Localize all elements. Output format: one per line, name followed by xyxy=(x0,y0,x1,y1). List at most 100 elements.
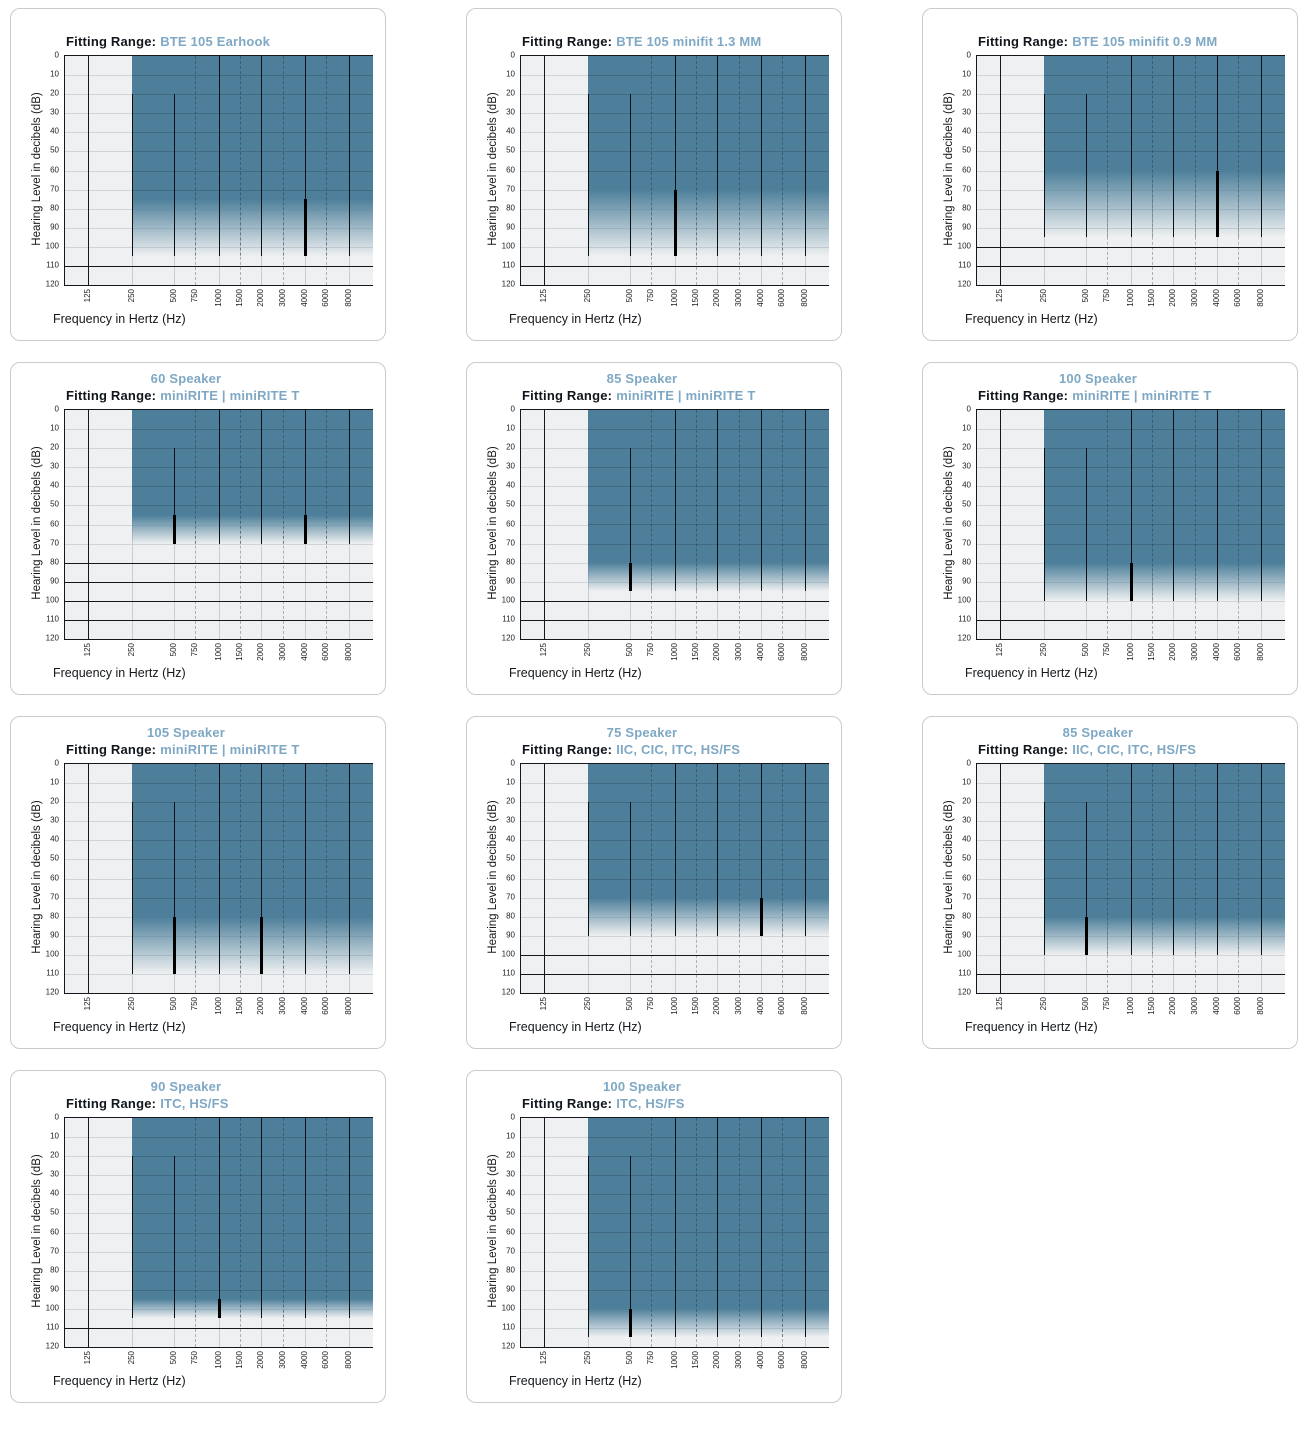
gridline-125hz xyxy=(544,410,546,639)
x-tick-label: 6000 xyxy=(777,289,787,307)
emphasis-line-vertical xyxy=(304,764,307,974)
x-tick-label: 8000 xyxy=(1256,643,1266,661)
y-tick-label: 60 xyxy=(50,519,59,528)
x-tick-label: 4000 xyxy=(1212,289,1222,307)
y-tick-label: 80 xyxy=(506,911,515,921)
y-tick-label: 40 xyxy=(962,126,971,136)
emphasis-line-vertical xyxy=(218,1118,220,1319)
region-gridline-horizontal xyxy=(588,543,829,545)
x-tick-label: 2000 xyxy=(256,289,266,307)
fitting-range-device: miniRITE | miniRITE T xyxy=(160,388,300,403)
emphasis-line-horizontal xyxy=(977,973,1285,976)
x-axis-title: Frequency in Hertz (Hz) xyxy=(509,1020,642,1034)
x-tick-label: 3000 xyxy=(734,997,744,1015)
x-tick-label: 1500 xyxy=(691,643,701,661)
x-tick-label: 1000 xyxy=(214,1351,223,1369)
y-tick-labels: 0 10 20 30 40 50 60 70 80 90 100 110 120 xyxy=(923,51,971,289)
y-tick-label: 10 xyxy=(50,1131,59,1141)
x-tick-label: 750 xyxy=(1102,997,1112,1011)
region-gridline-horizontal xyxy=(132,1289,373,1291)
y-tick-label: 110 xyxy=(958,260,971,270)
emphasis-line-vertical xyxy=(1085,802,1088,955)
region-gridline-horizontal xyxy=(1044,859,1285,861)
y-tick-label: 50 xyxy=(962,145,971,155)
speaker-title: 60 Speaker xyxy=(150,371,222,386)
region-gridline-horizontal xyxy=(132,467,373,469)
y-tick-label: 120 xyxy=(501,1341,515,1351)
region-gridline-dashed xyxy=(240,764,242,974)
y-tick-labels: 0 10 20 30 40 50 60 70 80 90 100 110 120 xyxy=(467,405,515,643)
y-tick-label: 30 xyxy=(962,815,971,825)
fitting-range-label: Fitting Range: xyxy=(66,742,157,757)
y-tick-label: 30 xyxy=(506,815,515,825)
region-gridline-horizontal xyxy=(1044,840,1285,842)
x-tick-label: 6000 xyxy=(321,643,331,661)
y-tick-label: 70 xyxy=(50,184,59,194)
fitting-range-title: Fitting Range: IIC, CIC, ITC, HS/FS xyxy=(522,741,762,759)
x-tick-label: 8000 xyxy=(800,643,810,661)
fitting-range-title: Fitting Range: miniRITE | miniRITE T xyxy=(66,741,306,759)
y-tick-label: 40 xyxy=(506,480,515,490)
audiogram-plot xyxy=(976,55,1285,286)
emphasis-line-vertical xyxy=(587,94,590,257)
region-gridline-horizontal xyxy=(588,1156,829,1158)
y-tick-label: 0 xyxy=(966,404,971,414)
y-tick-label: 60 xyxy=(50,873,59,882)
y-tick-label: 80 xyxy=(506,203,515,213)
chart-title-block: Fitting Range: BTE 105 Earhook xyxy=(66,17,306,51)
fitting-range-card: Fitting Range: BTE 105 Earhook Hearing Lev… xyxy=(10,8,386,341)
y-tick-label: 80 xyxy=(50,203,59,213)
y-tick-label: 120 xyxy=(501,987,515,997)
y-tick-label: 70 xyxy=(962,184,971,194)
emphasis-line-vertical xyxy=(587,802,590,936)
region-gridline-horizontal xyxy=(1044,75,1285,77)
emphasis-line-vertical xyxy=(760,56,763,257)
range-boundary-marker xyxy=(303,514,307,544)
fitting-range-label: Fitting Range: xyxy=(978,34,1069,49)
x-axis-title: Frequency in Hertz (Hz) xyxy=(965,1020,1098,1034)
x-axis-title: Frequency in Hertz (Hz) xyxy=(53,1020,186,1034)
fitting-range-region xyxy=(132,764,373,974)
fitting-range-card: 85 Speaker Fitting Range: IIC, CIC, ITC, H… xyxy=(922,716,1298,1049)
fitting-range-label: Fitting Range: xyxy=(522,742,613,757)
y-tick-label: 110 xyxy=(502,614,515,624)
emphasis-line-vertical xyxy=(1260,410,1263,601)
y-tick-label: 100 xyxy=(45,595,59,605)
y-tick-label: 60 xyxy=(506,873,515,882)
x-tick-label: 750 xyxy=(1102,289,1112,303)
range-boundary-marker xyxy=(172,916,176,974)
emphasis-line-vertical xyxy=(1043,94,1046,238)
x-tick-label: 1500 xyxy=(235,643,245,661)
region-gridline-horizontal xyxy=(132,113,373,115)
emphasis-line-vertical xyxy=(1043,802,1046,955)
emphasis-line-vertical xyxy=(760,1118,763,1338)
region-gridline-dashed xyxy=(326,410,328,544)
y-tick-label: 30 xyxy=(962,107,971,117)
x-tick-label: 1500 xyxy=(235,1351,245,1369)
y-tick-label: 90 xyxy=(50,1284,59,1294)
x-tick-label: 1500 xyxy=(691,1351,701,1369)
region-gridline-horizontal xyxy=(1044,783,1285,785)
emphasis-line-vertical xyxy=(173,448,176,544)
x-tick-label: 2000 xyxy=(712,997,722,1015)
fitting-range-device: BTE 105 minifit 1.3 MM xyxy=(616,34,762,49)
emphasis-line-vertical xyxy=(716,764,718,936)
region-gridline-dashed xyxy=(782,1118,784,1338)
emphasis-line-vertical xyxy=(1130,410,1132,601)
emphasis-line-vertical xyxy=(629,1156,632,1338)
y-tick-label: 40 xyxy=(962,834,971,844)
region-gridline-horizontal xyxy=(1044,802,1285,804)
emphasis-line-vertical xyxy=(1043,448,1046,601)
x-axis-title: Frequency in Hertz (Hz) xyxy=(509,1374,642,1388)
audiogram-plot xyxy=(976,763,1285,994)
y-tick-label: 100 xyxy=(45,949,59,959)
fitting-range-label: Fitting Range: xyxy=(66,388,157,403)
region-gridline-horizontal xyxy=(1044,132,1285,134)
y-tick-label: 90 xyxy=(506,576,515,586)
x-tick-label: 1000 xyxy=(214,997,223,1015)
emphasis-line-vertical xyxy=(304,410,307,544)
y-tick-label: 60 xyxy=(50,1227,59,1236)
fitting-range-region xyxy=(588,56,829,257)
chart-title-block: 90 Speaker Fitting Range: ITC, HS/FS xyxy=(66,1079,306,1113)
